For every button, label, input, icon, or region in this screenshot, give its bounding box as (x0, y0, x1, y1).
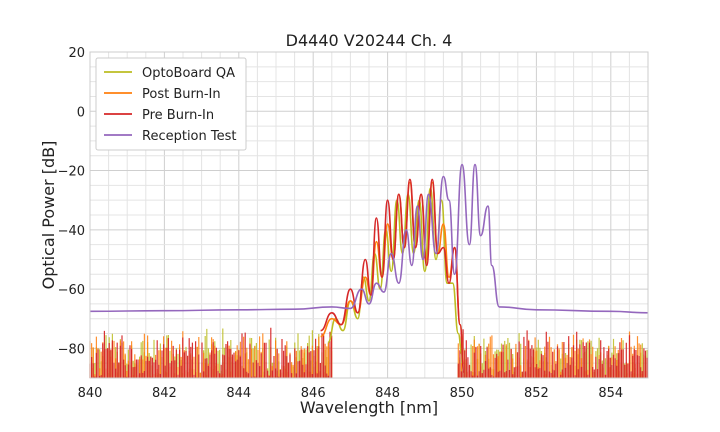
legend-label: Reception Test (142, 129, 236, 144)
y-tick-label: −40 (58, 224, 85, 239)
x-tick-label: 846 (301, 386, 326, 401)
legend-label: OptoBoard QA (142, 66, 235, 81)
series-line-2 (320, 178, 465, 373)
y-tick-label: 0 (77, 105, 85, 120)
series-line-3 (89, 163, 649, 314)
legend-label: Pre Burn-In (142, 108, 214, 123)
x-tick-label: 842 (152, 386, 177, 401)
x-tick-label: 848 (375, 386, 400, 401)
legend-label: Post Burn-In (142, 87, 221, 102)
tick-labels: 840 842 844 846 848 850 852 854 20 0 −20 −40 −60 −80 (58, 46, 624, 401)
series-lines (89, 163, 649, 373)
x-axis-label: Wavelength [nm] (300, 398, 438, 417)
y-axis-label: Optical Power [dB] (39, 141, 58, 290)
x-tick-label: 850 (450, 386, 475, 401)
x-tick-label: 840 (78, 386, 103, 401)
x-tick-label: 852 (524, 386, 549, 401)
y-tick-label: 20 (68, 46, 85, 61)
x-tick-label: 844 (226, 386, 251, 401)
y-tick-label: −80 (58, 342, 85, 357)
x-tick-label: 854 (598, 386, 623, 401)
chart-title: D4440 V20244 Ch. 4 (286, 31, 453, 50)
noise-floor-bars (457, 329, 648, 378)
y-tick-label: −20 (58, 165, 85, 180)
legend-box (95, 57, 247, 151)
legend: OptoBoard QA Post Burn-In Pre Burn-In Recep… (95, 57, 247, 151)
y-tick-label: −60 (58, 283, 85, 298)
plot-frame (89, 51, 649, 379)
